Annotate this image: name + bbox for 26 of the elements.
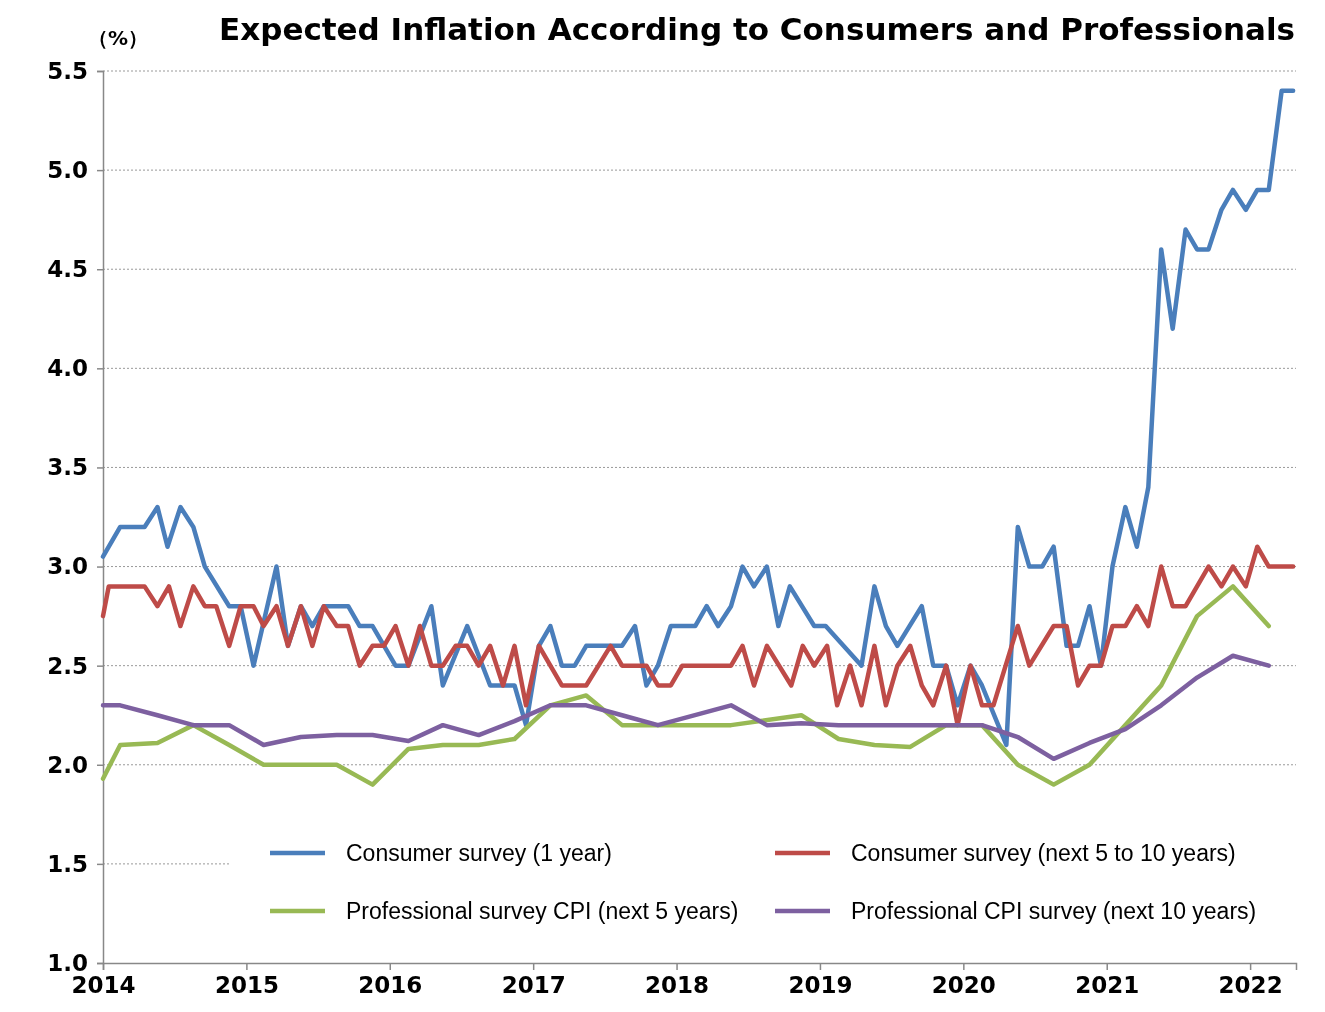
chart-title: Expected Inflation According to Consumers and Professionals (219, 11, 1295, 47)
x-tick-label: 2015 (214, 972, 279, 998)
x-tick-label: 2021 (1075, 972, 1140, 998)
y-tick-label: 4.0 (47, 355, 88, 382)
x-tick-label: 2016 (358, 972, 423, 998)
legend-label: Consumer survey (next 5 to 10 years) (851, 840, 1236, 866)
x-tick-label: 2019 (788, 972, 853, 998)
y-tick-label: 2.5 (47, 652, 88, 679)
y-tick-label: 3.5 (47, 454, 88, 481)
x-tick-label: 2018 (645, 972, 710, 998)
x-tick-label: 2020 (931, 972, 996, 998)
legend-label: Consumer survey (1 year) (346, 840, 612, 866)
line-series (100, 88, 1296, 748)
y-tick-label: 3.0 (47, 553, 88, 580)
legend-label: Professional CPI survey (next 10 years) (851, 898, 1257, 924)
legend-label: Professional survey CPI (next 5 years) (346, 898, 739, 924)
y-tick-label: 4.5 (47, 256, 88, 283)
y-tick-label: 5.0 (47, 156, 88, 183)
x-tick-label: 2022 (1218, 972, 1283, 998)
y-tick-label: 1.5 (47, 850, 88, 877)
y-tick-label: 5.5 (47, 57, 88, 84)
x-tick-label: 2017 (501, 972, 566, 998)
line-series (100, 653, 1272, 762)
y-tick-label: 2.0 (47, 751, 88, 778)
line-series (100, 584, 1272, 787)
y-axis-title: （%） (88, 26, 149, 50)
